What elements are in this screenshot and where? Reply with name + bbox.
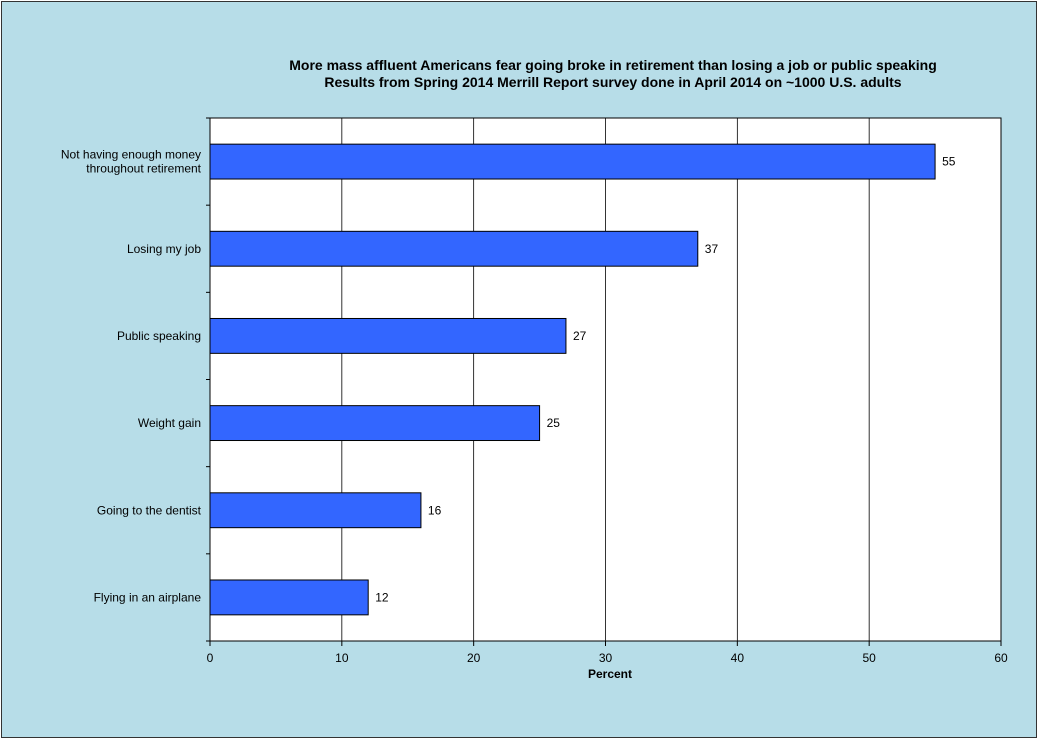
bar — [209, 317, 567, 354]
data-label: 16 — [428, 503, 442, 517]
bar — [209, 405, 541, 442]
x-tick-label: 10 — [335, 651, 349, 665]
data-label: 25 — [547, 416, 561, 430]
category-label: Going to the dentist — [97, 503, 202, 517]
bar — [209, 230, 699, 267]
category-label: Not having enough money — [61, 148, 201, 162]
category-label: Weight gain — [138, 416, 201, 430]
bars: 55 37 27 25 16 12 — [209, 143, 956, 616]
x-tick-label: 40 — [731, 651, 745, 665]
data-label: 27 — [573, 329, 587, 343]
x-tick-label: 20 — [467, 651, 481, 665]
x-tick-label: 50 — [862, 651, 876, 665]
bar — [209, 579, 369, 616]
data-label: 55 — [942, 155, 956, 169]
category-label: Public speaking — [117, 329, 201, 343]
data-label: 12 — [375, 590, 389, 604]
x-tick-label: 30 — [599, 651, 613, 665]
category-label: Losing my job — [127, 242, 201, 256]
x-tick-label: 60 — [994, 651, 1008, 665]
category-label: Flying in an airplane — [94, 590, 202, 604]
data-label: 37 — [705, 242, 719, 256]
x-tick-label: 0 — [207, 651, 214, 665]
chart-subtitle: Results from Spring 2014 Merrill Report … — [324, 74, 901, 90]
bar — [209, 492, 422, 529]
x-axis-title: Percent — [588, 667, 632, 681]
gridlines — [341, 118, 870, 641]
chart-title: More mass affluent Americans fear going … — [289, 57, 937, 73]
category-label: throughout retirement — [86, 162, 201, 176]
bar — [209, 143, 936, 180]
x-axis-ticks: 0 10 20 30 40 50 60 — [206, 117, 1008, 665]
